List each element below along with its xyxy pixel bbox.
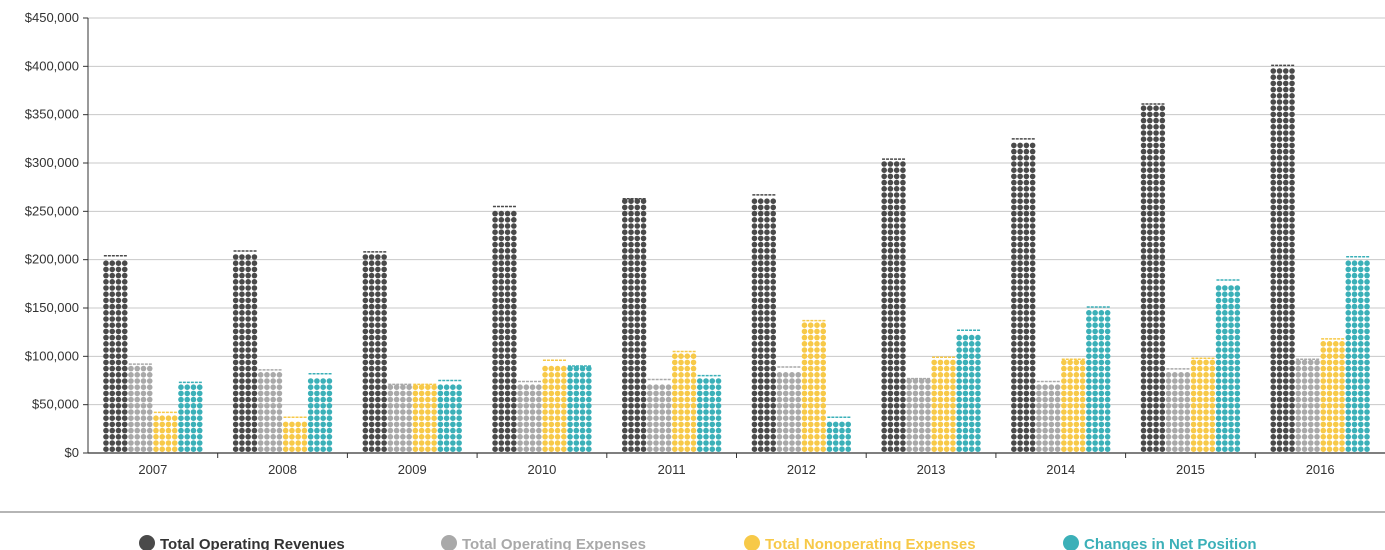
- axes: $0 $50,000 $100,000 $150,000 $200,000 $250,00…: [25, 10, 1385, 477]
- bar: [1270, 64, 1295, 453]
- y-tick-label: $350,000: [25, 107, 79, 122]
- legend-label: Total Operating Expenses: [462, 536, 646, 550]
- bar: [906, 377, 931, 453]
- x-tick-label: 2009: [398, 462, 427, 477]
- y-tick-label: $400,000: [25, 58, 79, 73]
- y-tick-label: $200,000: [25, 252, 79, 267]
- bar: [103, 255, 128, 453]
- bar: [362, 251, 387, 453]
- bar: [257, 369, 283, 453]
- bar: [1061, 358, 1086, 453]
- bar: [178, 381, 203, 453]
- x-tick-label: 2008: [268, 462, 297, 477]
- legend-label: Changes in Net Position: [1084, 536, 1257, 550]
- bar: [282, 416, 308, 453]
- legend-entry: Total Operating Revenues: [139, 535, 345, 550]
- bar: [1320, 338, 1345, 453]
- bar: [826, 416, 852, 453]
- x-tick-label: 2007: [138, 462, 167, 477]
- x-tick-label: 2010: [527, 462, 556, 477]
- x-tick-label: 2016: [1306, 462, 1335, 477]
- y-tick-label: $300,000: [25, 155, 79, 170]
- bar: [412, 383, 437, 453]
- bar: [1140, 103, 1166, 453]
- bar: [1295, 358, 1320, 453]
- bar: [128, 363, 153, 453]
- bars: [103, 64, 1370, 453]
- legend: Total Operating Revenues Total Operating …: [0, 511, 1385, 550]
- x-tick-label: 2015: [1176, 462, 1205, 477]
- legend-marker: [744, 535, 760, 550]
- bar: [307, 372, 333, 453]
- bar: [696, 374, 722, 453]
- bar: [517, 380, 542, 453]
- y-tick-label: $250,000: [25, 203, 79, 218]
- x-tick-label: 2011: [658, 462, 686, 477]
- bar: [1086, 306, 1111, 453]
- bar: [387, 383, 412, 453]
- bar: [1011, 138, 1036, 453]
- legend-entry: Total Operating Expenses: [441, 535, 646, 550]
- legend-label: Total Operating Revenues: [160, 536, 345, 550]
- grid-lines: [88, 17, 1385, 406]
- bar: [776, 366, 802, 453]
- bar: [621, 198, 647, 453]
- legend-label: Total Nonoperating Expenses: [765, 536, 976, 550]
- bar: [232, 250, 258, 453]
- bar: [931, 356, 956, 453]
- bar: [646, 378, 672, 453]
- y-tick-label: $450,000: [25, 10, 79, 25]
- bar: [492, 205, 517, 453]
- bar: [1165, 368, 1191, 453]
- bar: [542, 359, 567, 453]
- y-tick-label: $50,000: [32, 397, 79, 412]
- y-tick-label: $100,000: [25, 348, 79, 363]
- legend-marker: [139, 535, 155, 550]
- y-tick-label: $0: [65, 445, 79, 460]
- legend-marker: [441, 535, 457, 550]
- legend-marker: [1063, 535, 1079, 550]
- bar: [671, 350, 697, 453]
- bar: [1036, 380, 1061, 453]
- legend-entry: Changes in Net Position: [1063, 535, 1257, 550]
- bar: [567, 365, 592, 453]
- bar: [437, 379, 462, 453]
- bar: [881, 158, 906, 453]
- bar: [153, 411, 178, 453]
- x-tick-label: 2013: [917, 462, 946, 477]
- bar: [801, 319, 827, 453]
- bar: [1215, 279, 1241, 453]
- bar: [956, 329, 981, 453]
- bar: [1345, 256, 1370, 453]
- x-tick-label: 2012: [787, 462, 816, 477]
- x-tick-label: 2014: [1046, 462, 1075, 477]
- y-tick-label: $150,000: [25, 300, 79, 315]
- bar: [1190, 357, 1216, 453]
- legend-entry: Total Nonoperating Expenses: [744, 535, 976, 550]
- bar: [751, 194, 777, 453]
